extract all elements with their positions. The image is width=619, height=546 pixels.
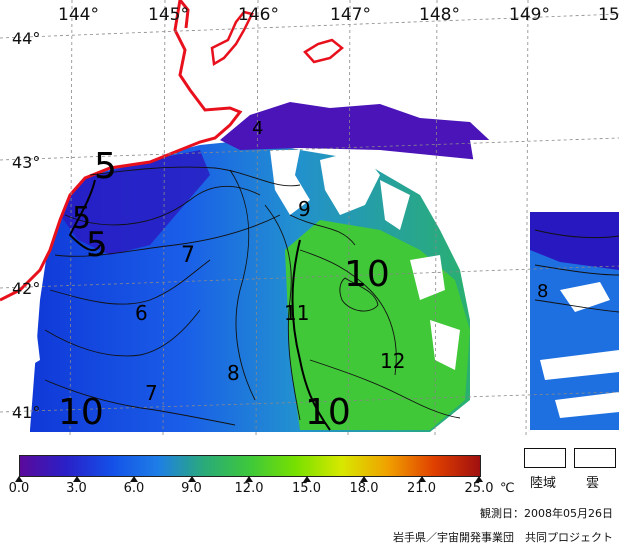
- colorbar-tick-label: 3.0: [66, 481, 87, 496]
- colorbar-tick: [187, 476, 196, 482]
- longitude-label: 15: [598, 5, 619, 25]
- latitude-label: 42°: [12, 279, 40, 298]
- sea-surface-temperature-map: 5 5 5 7 6 7 8 9 10 11 12 10 10 8 4 144° …: [0, 0, 619, 438]
- colorbar-tick: [15, 476, 23, 482]
- contour-label: 9: [298, 197, 311, 221]
- contour-label: 5: [72, 201, 91, 236]
- colorbar-tick-label: 21.0: [407, 481, 436, 496]
- longitude-label: 149°: [509, 5, 550, 25]
- temperature-field-east-cold: [530, 212, 619, 270]
- land-key-label: 陸域: [530, 476, 557, 491]
- longitude-label: 145°: [148, 5, 189, 25]
- colorbar-tick: [360, 476, 368, 482]
- temperature-field-north: [220, 102, 500, 160]
- contour-label: 8: [227, 361, 240, 385]
- contour-label: 5: [86, 225, 108, 265]
- latitude-label: 41°: [12, 403, 40, 422]
- colorbar-tick: [72, 476, 81, 482]
- colorbar-tick-label: 6.0: [123, 481, 145, 496]
- temperature-field-cold-coast: [60, 150, 210, 255]
- longitude-label: 146°: [238, 5, 279, 25]
- colorbar-tick: [130, 476, 138, 482]
- temperature-colorbar: [19, 455, 481, 477]
- cloud-key-swatch: [574, 448, 616, 468]
- land-key-swatch: [524, 448, 566, 468]
- isotherm-bold-10: [291, 239, 331, 431]
- contour-label: 4: [252, 118, 263, 139]
- latitude-label: 44°: [12, 29, 40, 48]
- coastline: [0, 0, 243, 302]
- colorbar-tick-label: 18.0: [349, 481, 379, 496]
- observation-date: 観測日：2008年05月26日: [480, 507, 613, 520]
- longitude-label: 144°: [58, 5, 99, 25]
- cloud-key-label: 雲: [586, 476, 600, 491]
- legend: 0.0 3.0 6.0 9.0 12.0 15.0 18.0 21.0 25.0 ℃ 陸域 雲 …: [0, 438, 619, 546]
- graticule: [0, 0, 619, 438]
- contour-label: 12: [380, 349, 405, 373]
- contour-label: 10: [305, 392, 351, 433]
- cloud-patches: [0, 140, 619, 438]
- contour-label: 8: [537, 281, 548, 302]
- longitude-label: 148°: [419, 5, 460, 25]
- isotherm-contours: [44, 166, 619, 426]
- contour-label: 10: [58, 392, 104, 433]
- colorbar-tick-label: 0.0: [8, 481, 30, 496]
- contour-label: 11: [284, 301, 309, 325]
- hokkaido-east-coast: [178, 0, 190, 29]
- contour-label: 6: [135, 301, 148, 325]
- colorbar-tick: [475, 476, 483, 482]
- credit-line: 岩手県／宇宙開発事業団 共同プロジェクト: [393, 531, 613, 544]
- colorbar-tick: [302, 476, 311, 482]
- colorbar-tick-label: 15.0: [292, 481, 321, 496]
- contour-label: 7: [181, 243, 195, 268]
- colorbar-tick: [245, 476, 253, 482]
- colorbar-tick-label: 9.0: [181, 481, 202, 496]
- latitude-label: 43°: [12, 153, 40, 172]
- colorbar-tick-label: 25.0: [464, 481, 494, 496]
- colorbar-tick-label: 12.0: [234, 481, 264, 496]
- contour-label: 7: [145, 381, 158, 405]
- contour-label: 10: [344, 254, 390, 295]
- contour-label: 5: [94, 146, 117, 187]
- temperature-unit: ℃: [500, 481, 515, 496]
- colorbar-tick: [417, 476, 426, 482]
- kuril-islands: [210, 10, 344, 67]
- longitude-label: 147°: [330, 5, 371, 25]
- isotherm-bold-5: [68, 179, 101, 252]
